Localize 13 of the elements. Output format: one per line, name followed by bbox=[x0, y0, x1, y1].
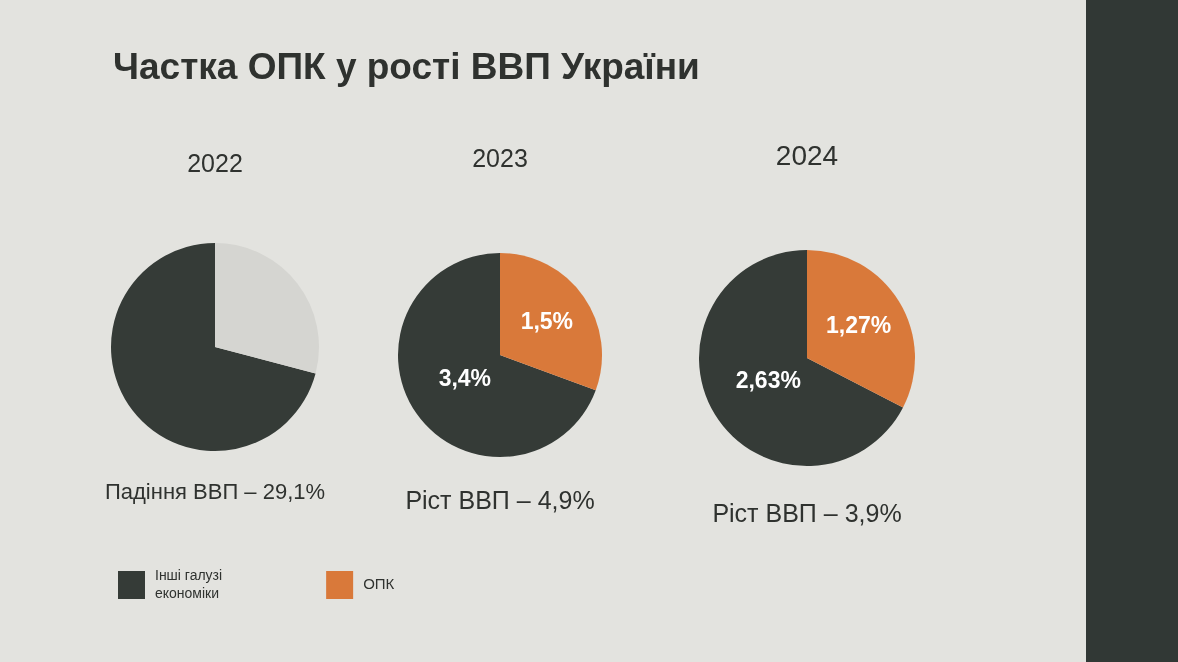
chart-title: 2022 bbox=[187, 148, 243, 177]
text: Ріст ВВП – 3,9% bbox=[712, 498, 902, 527]
data-label: 2,63% bbox=[735, 366, 801, 393]
legend-label: Інші галузі економіки bbox=[155, 566, 223, 601]
text: Падіння ВВП – 29,1% bbox=[104, 479, 326, 505]
data-label: 1,27% bbox=[826, 311, 892, 338]
chart-title: 2024 bbox=[775, 139, 839, 171]
text: Ріст ВВП – 4,9% bbox=[405, 485, 595, 514]
text: Частка ОПК у рості ВВП України bbox=[113, 46, 700, 88]
chart-title: 2023 bbox=[472, 143, 528, 172]
data-label: 1,5% bbox=[520, 307, 574, 334]
data-label: 3,4% bbox=[438, 364, 492, 391]
legend-label: ОПК bbox=[363, 575, 395, 593]
